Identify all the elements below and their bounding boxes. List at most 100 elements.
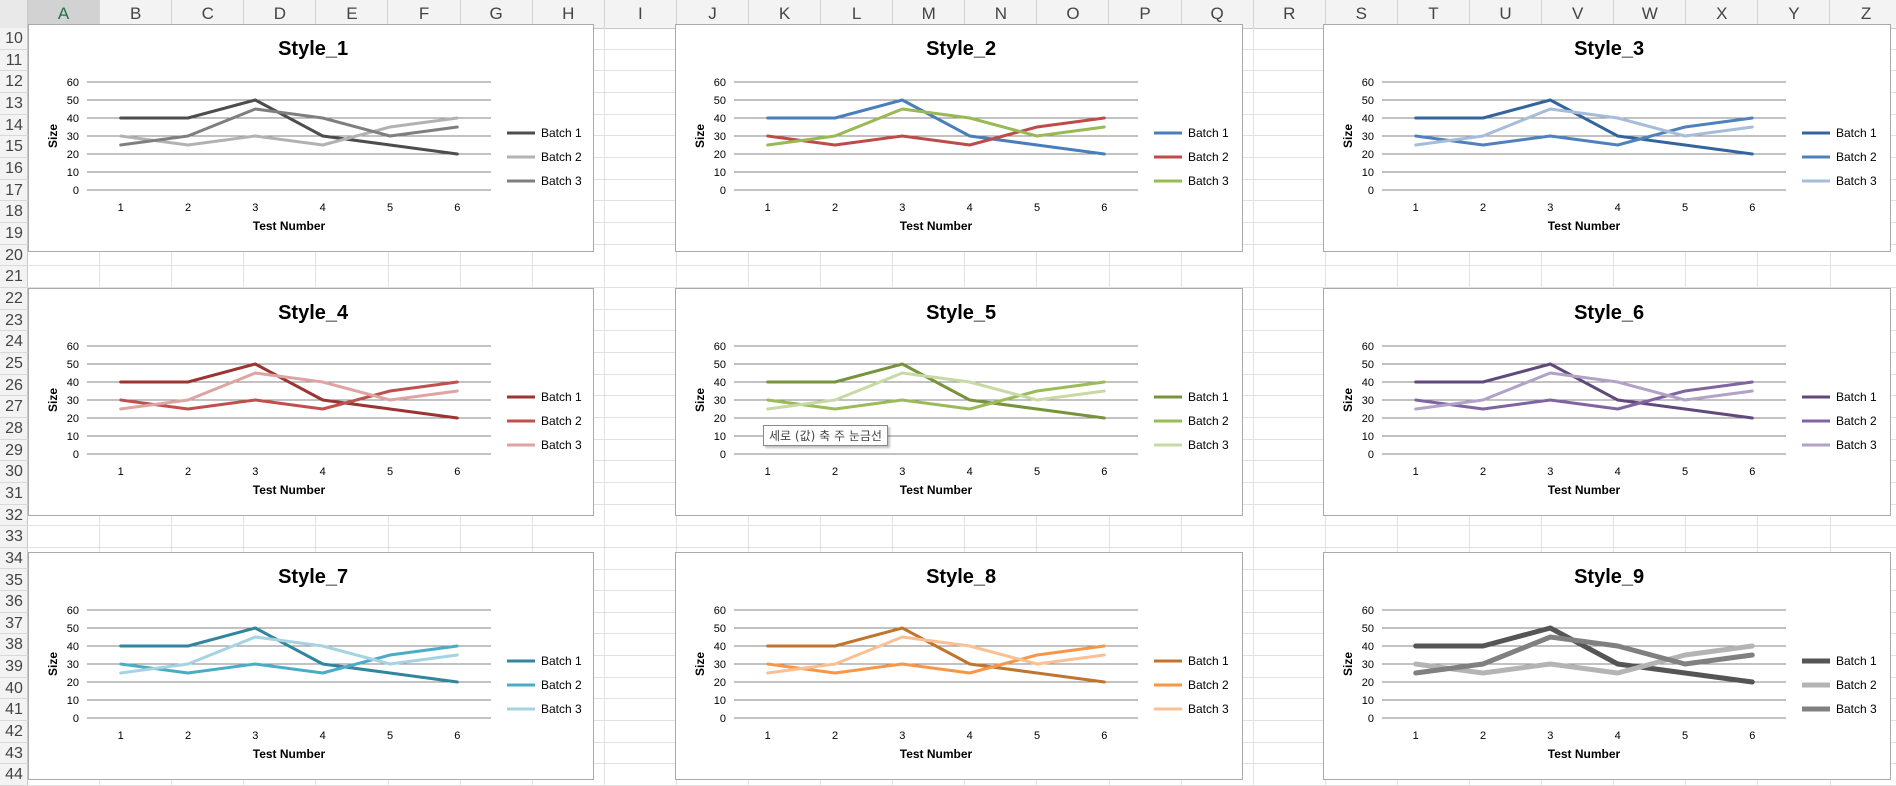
column-header-v[interactable]: V <box>1542 0 1615 28</box>
row-header-41[interactable]: 41 <box>0 699 28 722</box>
column-header-c[interactable]: C <box>172 0 245 28</box>
row-header-40[interactable]: 40 <box>0 678 28 700</box>
row-header-29[interactable]: 29 <box>0 440 28 462</box>
row-header-38[interactable]: 38 <box>0 634 28 657</box>
column-header-e[interactable]: E <box>316 0 389 28</box>
y-tick-label: 40 <box>1362 641 1374 653</box>
row-header-26[interactable]: 26 <box>0 375 28 397</box>
x-tick-label: 5 <box>1034 202 1040 214</box>
row-header-34[interactable]: 34 <box>0 548 28 570</box>
column-header-j[interactable]: J <box>677 0 749 28</box>
column-header-b[interactable]: B <box>100 0 173 28</box>
row-header-25[interactable]: 25 <box>0 353 28 375</box>
column-header-s[interactable]: S <box>1326 0 1398 28</box>
column-header-k[interactable]: K <box>749 0 822 28</box>
row-header-31[interactable]: 31 <box>0 483 28 505</box>
chart-9[interactable]: Style_9 0 10 20 30 40 50 60 1 2 3 4 5 6 Test Number Siz… <box>1323 552 1891 780</box>
column-header-f[interactable]: F <box>389 0 461 28</box>
row-header-44[interactable]: 44 <box>0 764 28 786</box>
x-tick-label: 6 <box>454 466 460 478</box>
y-tick-label: 30 <box>67 395 79 407</box>
y-axis-title: Size <box>693 388 707 412</box>
column-header-p[interactable]: P <box>1110 0 1182 28</box>
row-header-30[interactable]: 30 <box>0 461 28 483</box>
series-line-batch-1 <box>119 362 459 420</box>
chart-8[interactable]: Style_8 0 10 20 30 40 50 60 1 2 3 4 5 6 Test Number Siz… <box>675 552 1243 780</box>
legend-label: Batch 1 <box>541 654 582 668</box>
select-all-corner[interactable] <box>0 0 28 28</box>
x-axis-title: Test Number <box>253 747 326 761</box>
gridline-tooltip: 세로 (값) 축 주 눈금선 <box>763 425 888 446</box>
chart-4[interactable]: Style_4 0 10 20 30 40 50 60 1 2 3 4 5 6 Test Number Siz… <box>28 288 594 516</box>
column-header-g[interactable]: G <box>461 0 533 28</box>
x-tick-label: 6 <box>1749 730 1755 742</box>
row-header-27[interactable]: 27 <box>0 396 28 418</box>
column-header-l[interactable]: L <box>821 0 894 28</box>
row-header-37[interactable]: 37 <box>0 613 28 635</box>
row-header-20[interactable]: 20 <box>0 245 28 267</box>
column-header-y[interactable]: Y <box>1758 0 1831 28</box>
column-header-i[interactable]: I <box>605 0 677 28</box>
chart-2[interactable]: Style_2 0 10 20 30 40 50 60 1 2 3 4 5 6 Test Number Siz… <box>675 24 1243 252</box>
column-header-o[interactable]: O <box>1037 0 1110 28</box>
x-tick-label: 2 <box>1480 730 1486 742</box>
row-header-22[interactable]: 22 <box>0 288 28 310</box>
column-header-m[interactable]: M <box>893 0 966 28</box>
chart-7[interactable]: Style_7 0 10 20 30 40 50 60 1 2 3 4 5 6 Test Number Siz… <box>28 552 594 780</box>
x-tick-label: 4 <box>320 730 326 742</box>
series-line-batch-2 <box>1413 643 1755 676</box>
column-header-u[interactable]: U <box>1470 0 1543 28</box>
chart-6[interactable]: Style_6 0 10 20 30 40 50 60 1 2 3 4 5 6 Test Number Siz… <box>1323 288 1891 516</box>
x-axis-title: Test Number <box>900 219 973 233</box>
y-axis-title: Size <box>46 388 60 412</box>
row-header-19[interactable]: 19 <box>0 223 28 245</box>
row-header-36[interactable]: 36 <box>0 591 28 613</box>
row-header-16[interactable]: 16 <box>0 158 28 180</box>
row-header-15[interactable]: 15 <box>0 136 28 158</box>
series-line-batch-1 <box>1413 625 1755 685</box>
column-header-t[interactable]: T <box>1398 0 1470 28</box>
series-line-batch-1 <box>1414 362 1754 420</box>
x-tick-label: 6 <box>1101 730 1107 742</box>
x-tick-label: 3 <box>1547 202 1553 214</box>
row-header-21[interactable]: 21 <box>0 266 28 288</box>
column-header-z[interactable]: Z <box>1831 0 1896 28</box>
row-header-43[interactable]: 43 <box>0 743 28 765</box>
row-header-14[interactable]: 14 <box>0 115 28 137</box>
chart-1[interactable]: Style_1 0 10 20 30 40 50 60 1 2 3 4 5 6 Test Number Siz… <box>28 24 594 252</box>
column-header-r[interactable]: R <box>1254 0 1326 28</box>
x-tick-label: 5 <box>1034 730 1040 742</box>
column-header-a[interactable]: A <box>28 0 101 28</box>
column-header-n[interactable]: N <box>965 0 1038 28</box>
row-header-13[interactable]: 13 <box>0 93 28 115</box>
column-header-q[interactable]: Q <box>1182 0 1254 28</box>
chart-5[interactable]: Style_5 0 10 20 30 40 50 60 1 2 3 4 5 6 Test Number Siz… <box>675 288 1243 516</box>
row-header-28[interactable]: 28 <box>0 418 28 440</box>
y-tick-label: 30 <box>1362 131 1374 143</box>
row-header-11[interactable]: 11 <box>0 50 28 72</box>
chart-svg: Style_2 0 10 20 30 40 50 60 1 2 3 4 5 6 Test Number Siz… <box>693 38 1229 233</box>
legend-label: Batch 2 <box>1188 414 1229 428</box>
x-axis-title: Test Number <box>253 219 326 233</box>
row-header-18[interactable]: 18 <box>0 201 28 223</box>
chart-3[interactable]: Style_3 0 10 20 30 40 50 60 1 2 3 4 5 6 Test Number Siz… <box>1323 24 1891 252</box>
legend-label: Batch 3 <box>541 174 582 188</box>
row-header-17[interactable]: 17 <box>0 180 28 202</box>
row-header-42[interactable]: 42 <box>0 721 28 743</box>
x-tick-label: 6 <box>1101 466 1107 478</box>
row-header-10[interactable]: 10 <box>0 28 28 50</box>
column-header-x[interactable]: X <box>1686 0 1759 28</box>
column-header-w[interactable]: W <box>1614 0 1687 28</box>
x-tick-label: 3 <box>899 202 905 214</box>
row-header-32[interactable]: 32 <box>0 505 28 527</box>
row-header-12[interactable]: 12 <box>0 71 28 93</box>
chart-svg: Style_1 0 10 20 30 40 50 60 1 2 3 4 5 6 Test Number Siz… <box>46 38 582 233</box>
row-header-39[interactable]: 39 <box>0 656 28 678</box>
chart-title: Style_6 <box>1574 302 1644 324</box>
row-header-23[interactable]: 23 <box>0 310 28 332</box>
row-header-24[interactable]: 24 <box>0 331 28 353</box>
column-header-d[interactable]: D <box>244 0 317 28</box>
row-header-35[interactable]: 35 <box>0 570 28 592</box>
row-header-33[interactable]: 33 <box>0 526 28 548</box>
column-header-h[interactable]: H <box>533 0 605 28</box>
